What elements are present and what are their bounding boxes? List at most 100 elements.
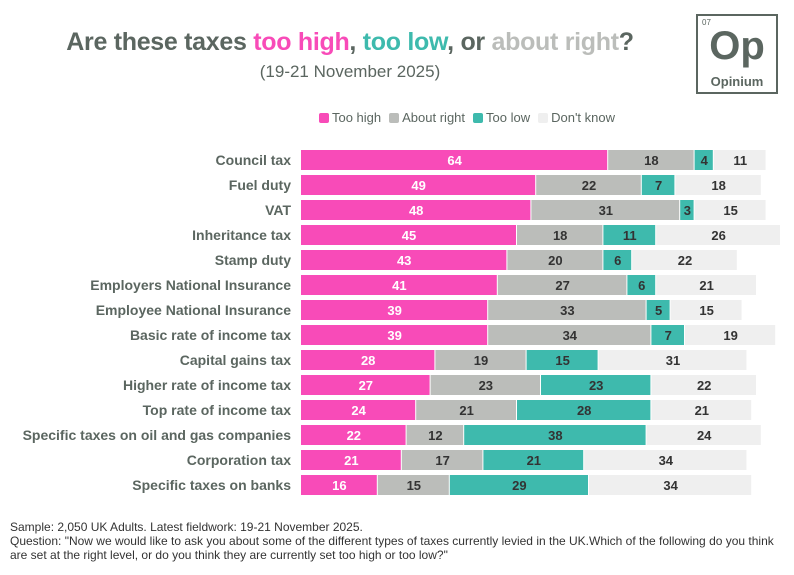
data-label: 29 <box>512 478 526 493</box>
bar-too-low <box>483 450 584 470</box>
data-label: 45 <box>402 228 416 243</box>
legend-item-dont-know: Don't know <box>538 110 615 125</box>
data-label: 31 <box>599 203 613 218</box>
data-label: 22 <box>678 253 692 268</box>
legend-label: About right <box>402 110 466 125</box>
data-label: 15 <box>699 303 713 318</box>
data-label: 16 <box>332 478 346 493</box>
data-label: 21 <box>344 453 358 468</box>
legend-item-too-high: Too high <box>318 110 382 125</box>
bar-don-t-know <box>651 375 756 395</box>
bar-too-low <box>449 475 588 495</box>
bar-too-low <box>541 375 651 395</box>
data-label: 11 <box>733 153 747 168</box>
data-label: 20 <box>548 253 562 268</box>
logo-symbol: Op <box>709 24 765 68</box>
bar-don-t-know <box>651 400 752 420</box>
data-label: 12 <box>428 428 442 443</box>
data-label: 7 <box>655 178 662 193</box>
category-label: Higher rate of income tax <box>123 377 291 393</box>
title-text: Are these taxes <box>66 28 254 56</box>
data-label: 18 <box>711 178 725 193</box>
data-label: 24 <box>351 403 366 418</box>
bar-too-high <box>301 150 608 170</box>
category-label: Fuel duty <box>229 177 291 193</box>
bar-too-high <box>301 300 488 320</box>
data-label: 19 <box>723 328 737 343</box>
data-label: 64 <box>447 153 462 168</box>
data-label: 49 <box>411 178 425 193</box>
bar-don-t-know <box>656 225 780 245</box>
chart-subtitle: (19-21 November 2025) <box>259 62 441 81</box>
data-label: 31 <box>666 353 680 368</box>
bar-too-low <box>603 250 632 270</box>
bar-about-right <box>531 200 680 220</box>
data-label: 6 <box>614 253 621 268</box>
data-label: 34 <box>663 478 678 493</box>
bar-too-high <box>301 450 401 470</box>
title-too-high: too high <box>253 28 350 56</box>
data-label: 28 <box>577 403 591 418</box>
legend-label: Too high <box>331 110 382 125</box>
data-label: 11 <box>623 228 637 243</box>
data-label: 39 <box>387 303 401 318</box>
bar-too-high <box>301 350 435 370</box>
question-note: Question: "Now we would like to ask you … <box>10 534 774 562</box>
title-text: , <box>349 28 363 56</box>
data-label: 41 <box>392 278 406 293</box>
bar-too-high <box>301 375 430 395</box>
bar-too-high <box>301 275 497 295</box>
logo-number: 07 <box>702 18 711 27</box>
category-label: Specific taxes on oil and gas companies <box>23 427 292 443</box>
data-label: 3 <box>684 203 691 218</box>
bar-too-high <box>301 200 531 220</box>
data-label: 23 <box>479 378 493 393</box>
category-label: VAT <box>265 202 291 218</box>
data-label: 5 <box>655 303 662 318</box>
category-label: Stamp duty <box>215 252 291 268</box>
legend-item-too-low: Too low <box>473 110 530 125</box>
bar-too-high <box>301 475 377 495</box>
bar-too-low <box>641 175 675 195</box>
bar-about-right <box>536 175 641 195</box>
category-label: Corporation tax <box>187 452 291 468</box>
data-label: 4 <box>701 153 709 168</box>
bar-don-t-know <box>685 325 776 345</box>
data-label: 23 <box>589 378 603 393</box>
bar-about-right <box>488 325 651 345</box>
data-label: 38 <box>548 428 562 443</box>
bar-don-t-know <box>589 475 752 495</box>
bar-don-t-know <box>694 200 766 220</box>
data-label: 7 <box>665 328 672 343</box>
data-label: 22 <box>697 378 711 393</box>
bar-don-t-know <box>598 350 747 370</box>
data-label: 27 <box>555 278 569 293</box>
bar-don-t-know <box>675 175 761 195</box>
bar-about-right <box>608 150 694 170</box>
legend-label: Too low <box>486 110 531 125</box>
bar-too-low <box>694 150 713 170</box>
legend-swatch <box>473 112 484 123</box>
data-label: 21 <box>699 278 713 293</box>
category-label: Employers National Insurance <box>90 277 291 293</box>
bar-too-low <box>651 325 684 345</box>
legend-swatch <box>389 112 400 123</box>
sample-note: Sample: 2,050 UK Adults. Latest fieldwor… <box>10 520 363 534</box>
legend-swatch <box>318 112 329 123</box>
data-label: 15 <box>407 478 421 493</box>
bar-don-t-know <box>713 150 766 170</box>
bar-about-right <box>401 450 483 470</box>
title-text: ? <box>618 28 634 56</box>
bar-too-low <box>517 400 651 420</box>
bar-don-t-know <box>632 250 737 270</box>
bar-too-high <box>301 175 536 195</box>
category-label: Inheritance tax <box>192 227 291 243</box>
legend-item-about-right: About right <box>389 110 465 125</box>
bar-about-right <box>430 375 540 395</box>
category-label: Top rate of income tax <box>143 402 292 418</box>
bar-about-right <box>377 475 449 495</box>
bar-too-low <box>680 200 694 220</box>
bar-too-high <box>301 250 507 270</box>
footer: Sample: 2,050 UK Adults. Latest fieldwor… <box>10 520 785 562</box>
